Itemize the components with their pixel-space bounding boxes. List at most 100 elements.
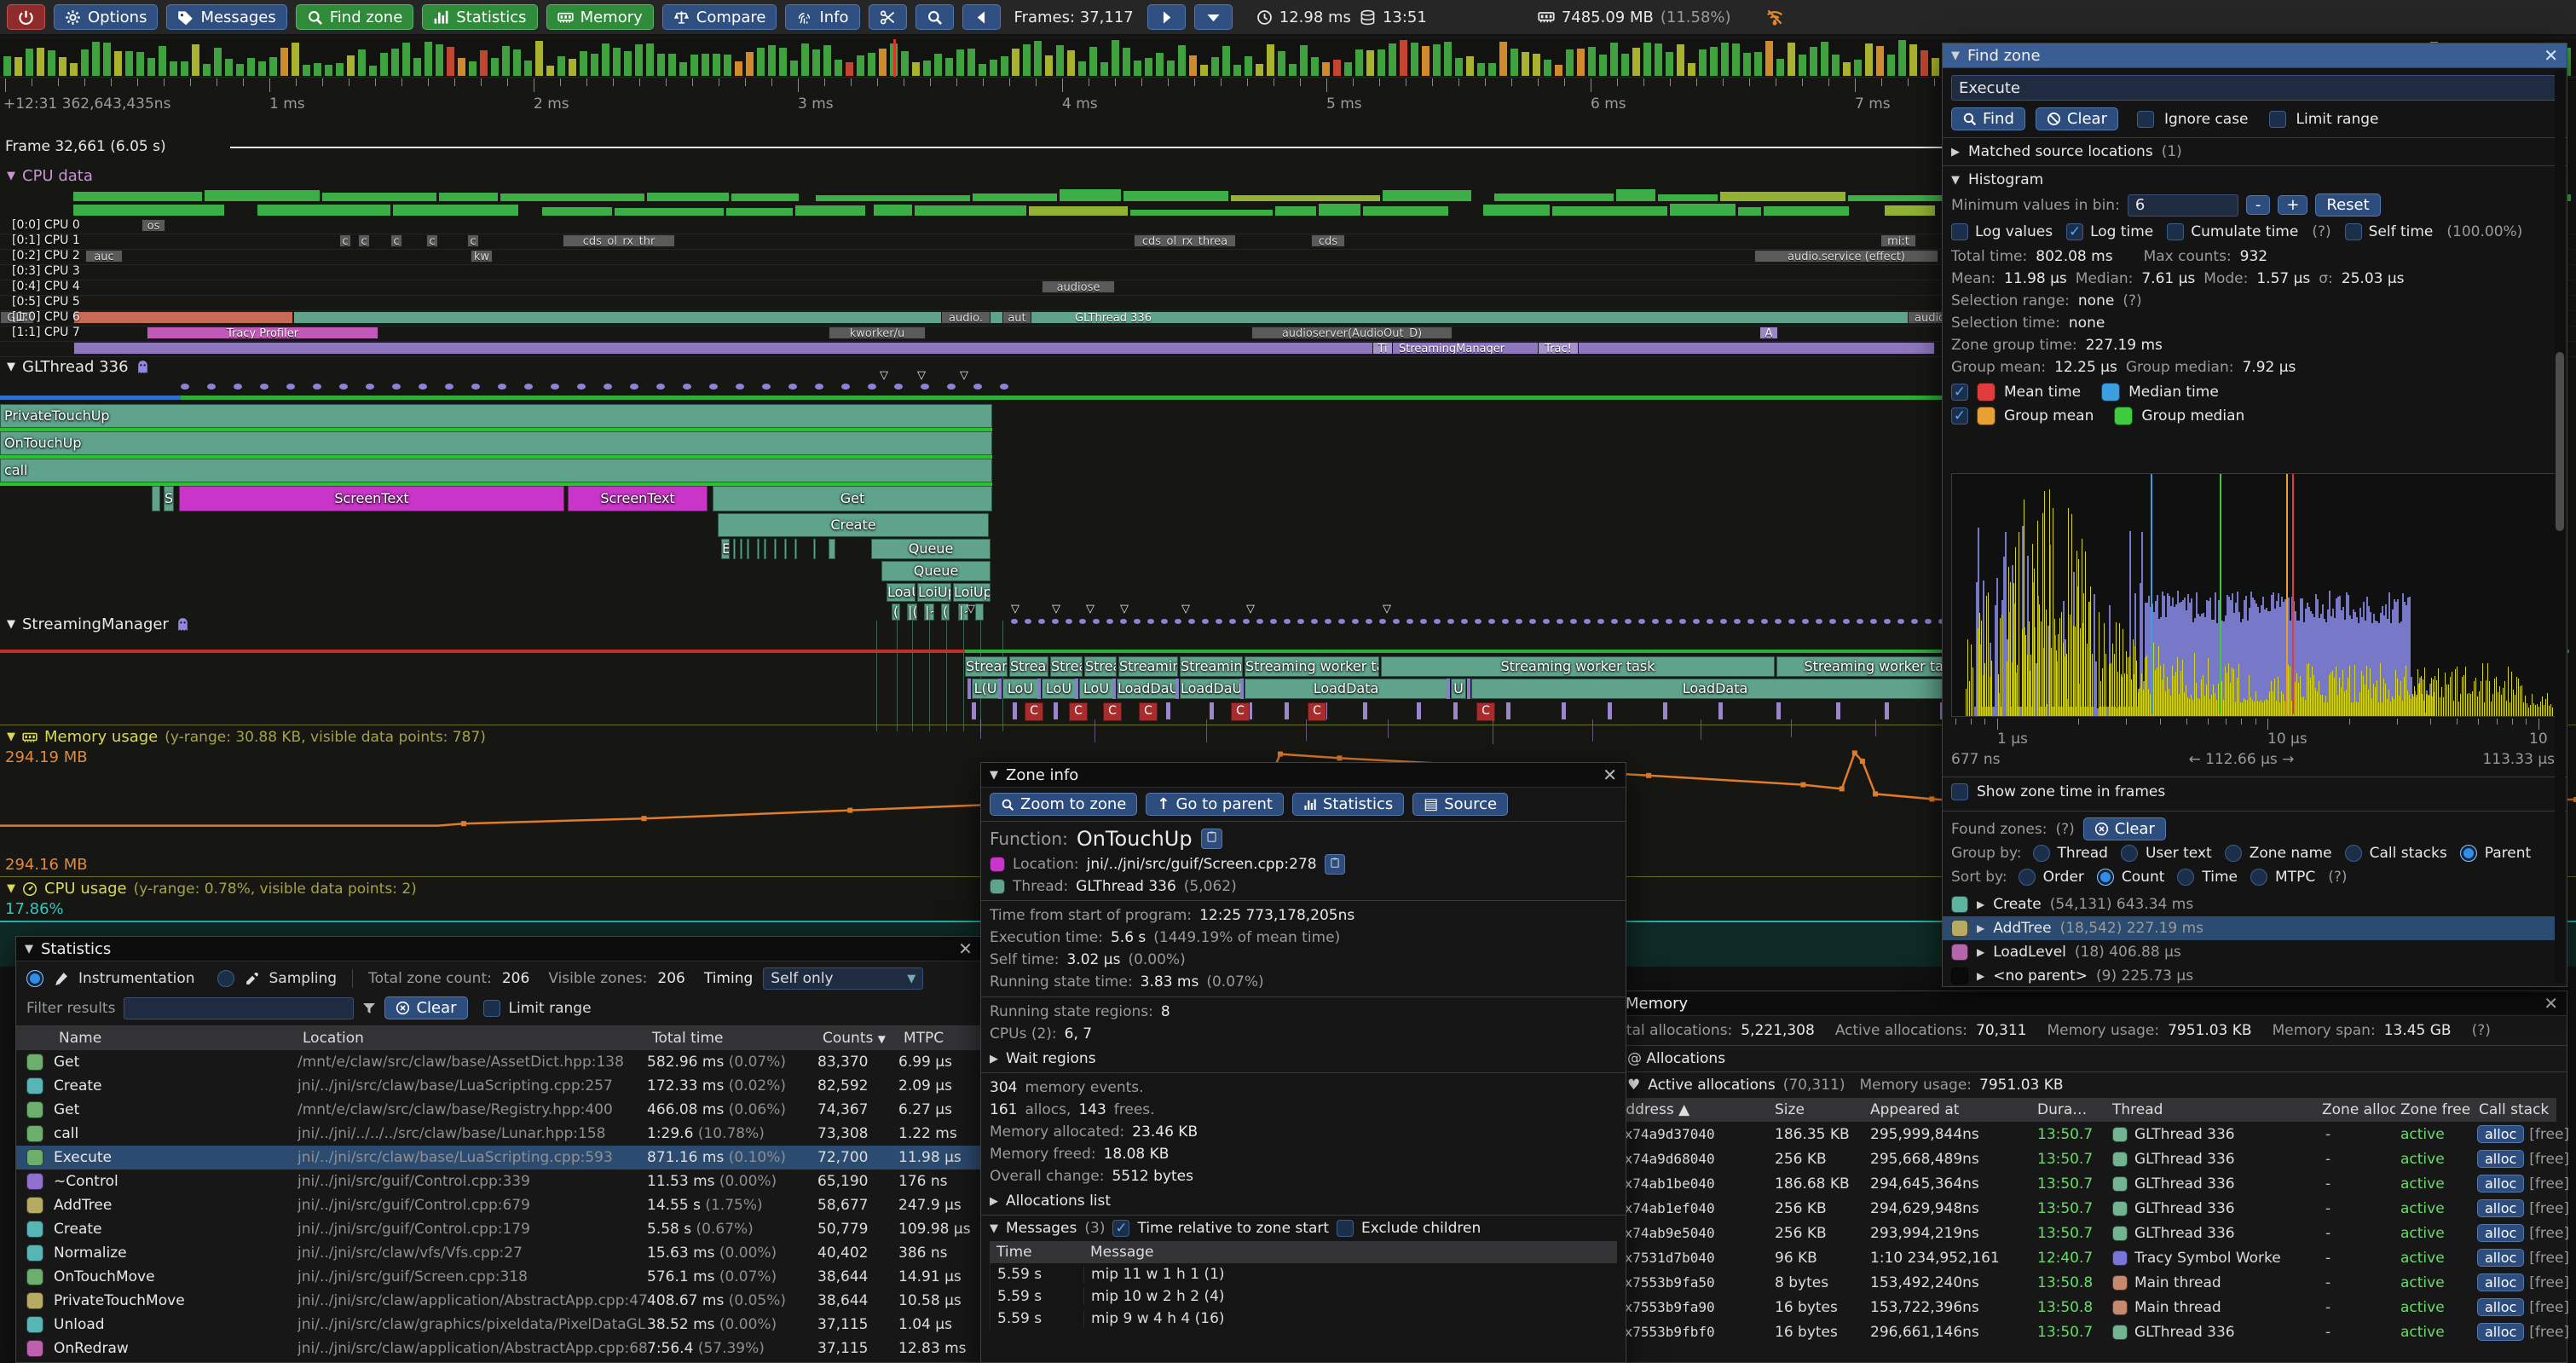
message-dot[interactable] bbox=[1775, 619, 1782, 624]
frame-bar[interactable] bbox=[580, 50, 587, 76]
ghost-zones-icon[interactable] bbox=[136, 360, 150, 374]
frame-bar[interactable] bbox=[624, 51, 632, 76]
frame-bar[interactable] bbox=[103, 42, 111, 76]
frame-bar[interactable] bbox=[436, 43, 443, 76]
cpu-activity-segment[interactable] bbox=[1669, 204, 1736, 216]
cpu-activity-segment[interactable] bbox=[731, 193, 800, 201]
frame-bar[interactable] bbox=[1599, 55, 1607, 76]
memory-table-row[interactable]: 0x74ab9e5040 256 KB 293,994,219ns 13:50.7 GL… bbox=[1611, 1221, 2569, 1245]
memory-col-header[interactable]: Call stack bbox=[2479, 1101, 2550, 1118]
message-dot[interactable] bbox=[1897, 619, 1904, 624]
ignore-case-checkbox[interactable] bbox=[2136, 110, 2154, 128]
message-dot[interactable] bbox=[1393, 619, 1400, 624]
frame-bar[interactable] bbox=[1167, 61, 1175, 76]
frame-bar[interactable] bbox=[1366, 49, 1374, 76]
frame-bar[interactable] bbox=[1799, 54, 1806, 76]
lock-marker[interactable] bbox=[1054, 702, 1059, 719]
message-dot[interactable] bbox=[1843, 619, 1850, 624]
message-dot[interactable] bbox=[788, 384, 797, 390]
message-dot[interactable] bbox=[1870, 619, 1877, 624]
cpu-activity-segment[interactable] bbox=[647, 193, 730, 201]
frame-bar[interactable] bbox=[1178, 44, 1186, 76]
cpu-data-header[interactable]: ▼ CPU data bbox=[7, 167, 93, 185]
message-dot[interactable] bbox=[1066, 619, 1072, 624]
frame-bar[interactable] bbox=[1477, 63, 1485, 76]
frame-bar[interactable] bbox=[1278, 50, 1285, 76]
zone-bar[interactable]: OnTouchUp bbox=[0, 431, 992, 455]
cpu-activity-segment[interactable] bbox=[815, 195, 971, 201]
copy-clipboard-button[interactable] bbox=[1200, 829, 1222, 849]
zone-bar[interactable] bbox=[774, 539, 777, 559]
zone-start-marker[interactable]: ▽ bbox=[1052, 603, 1060, 615]
zone-bar[interactable]: LoU bbox=[1042, 679, 1076, 699]
frame-bar[interactable] bbox=[1289, 64, 1297, 76]
histogram-toggle[interactable]: ▼ Histogram bbox=[1943, 166, 2567, 190]
zone-bar[interactable]: ( bbox=[941, 604, 950, 621]
frame-bar[interactable] bbox=[1200, 65, 1208, 76]
frame-bar[interactable] bbox=[1344, 61, 1352, 76]
zone-bar[interactable]: Streaming bbox=[1180, 656, 1243, 677]
zone-bar[interactable] bbox=[794, 539, 797, 559]
frame-bar[interactable] bbox=[1655, 43, 1662, 76]
frame-bar[interactable] bbox=[1444, 41, 1452, 76]
frame-bar[interactable] bbox=[369, 65, 377, 76]
frame-bar[interactable] bbox=[1555, 65, 1562, 76]
cpu-thread-segment[interactable]: audioserver(AudioOut_D) bbox=[1251, 326, 1453, 339]
memory-col-header[interactable]: Thread bbox=[2112, 1101, 2163, 1118]
cpu-thread-segment[interactable]: cds_ol_rx_threa bbox=[1134, 234, 1236, 247]
message-dot[interactable] bbox=[1557, 619, 1563, 624]
cpu-activity-segment[interactable] bbox=[973, 193, 1058, 201]
memory-button[interactable]: Memory bbox=[546, 4, 654, 30]
frame-bar[interactable] bbox=[1023, 44, 1031, 76]
stats-table-row[interactable]: Get/mnt/e/claw/src/claw/base/AssetDict.h… bbox=[16, 1050, 981, 1074]
cpu-thread-segment[interactable]: c bbox=[390, 234, 402, 247]
find-zone-titlebar[interactable]: ▼ Find zone ✕ bbox=[1943, 43, 2567, 68]
message-dot[interactable] bbox=[1434, 619, 1441, 624]
message-dot[interactable] bbox=[1461, 619, 1468, 624]
frame-bar[interactable] bbox=[679, 61, 687, 76]
message-dot[interactable] bbox=[973, 384, 982, 390]
memory-col-header[interactable]: Zone free bbox=[2400, 1101, 2471, 1118]
zoom-tool-button[interactable] bbox=[915, 4, 954, 30]
message-dot[interactable] bbox=[313, 384, 321, 390]
lock-marker[interactable] bbox=[1012, 702, 1017, 719]
frame-bar[interactable] bbox=[912, 62, 920, 76]
message-row[interactable]: 5.59 s mip 9 w 4 h 4 (16) bbox=[990, 1308, 1617, 1330]
message-dot[interactable] bbox=[630, 384, 638, 390]
zone-bar[interactable]: L(U bbox=[972, 679, 999, 699]
zone-bar[interactable]: Strea bbox=[1084, 656, 1117, 677]
funnel-icon[interactable] bbox=[362, 1002, 376, 1015]
message-dot[interactable] bbox=[1052, 619, 1059, 624]
frame-bar[interactable] bbox=[1588, 46, 1596, 76]
cpu-activity-segment[interactable] bbox=[1847, 195, 1965, 201]
memory-table-row[interactable]: 0x74a9d37040 186.35 KB 295,999,844ns 13:50.… bbox=[1611, 1122, 2569, 1146]
legend1-checkbox[interactable]: ✓ bbox=[1951, 384, 1968, 401]
cpu-activity-segment[interactable] bbox=[795, 205, 866, 216]
cpu-activity-segment[interactable] bbox=[1551, 206, 1667, 216]
frame-bar[interactable] bbox=[1776, 58, 1784, 76]
zone-bar[interactable]: Get bbox=[713, 486, 992, 511]
cpu-usage-header[interactable]: ▼ CPU usage (y-range: 0.78%, visible dat… bbox=[7, 880, 417, 898]
message-dot[interactable] bbox=[1502, 619, 1509, 624]
cpu-thread-segment[interactable]: audio.service (effect) bbox=[1754, 250, 1938, 263]
memory-table-row[interactable]: 0x7553b9fa50 8 bytes 153,492,240ns 13:50.8 M… bbox=[1611, 1270, 2569, 1295]
frame-bar[interactable] bbox=[901, 51, 909, 76]
frame-bar[interactable] bbox=[303, 65, 310, 76]
message-dot[interactable] bbox=[1693, 619, 1700, 624]
cpu-thread-segment[interactable]: os bbox=[142, 219, 165, 232]
frame-bar[interactable] bbox=[1422, 46, 1430, 76]
prev-frame-button[interactable] bbox=[962, 4, 1001, 30]
zone-bar[interactable] bbox=[152, 486, 160, 511]
message-dot[interactable] bbox=[1120, 619, 1127, 624]
zone-bar[interactable]: S bbox=[164, 486, 174, 511]
frame-bar[interactable] bbox=[136, 51, 144, 76]
cpu-thread-segment[interactable]: mi:t bbox=[1880, 234, 1916, 247]
frame-bar[interactable] bbox=[657, 53, 665, 76]
frame-bar[interactable] bbox=[735, 61, 742, 76]
found-zone-group-row[interactable]: ▶ LoadLevel (18) 406.88 µs bbox=[1943, 940, 2555, 964]
message-dot[interactable] bbox=[604, 384, 612, 390]
cpu-thread-segment[interactable]: auc bbox=[85, 250, 123, 263]
mtpc-radio[interactable] bbox=[2250, 869, 2268, 886]
frame-bar[interactable] bbox=[14, 57, 22, 76]
cpu-activity-segment[interactable] bbox=[500, 193, 645, 201]
